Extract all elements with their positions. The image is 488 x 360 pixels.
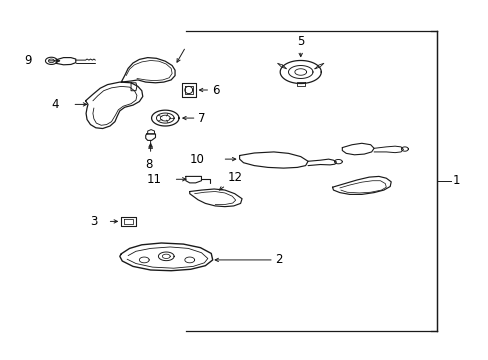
Text: 7: 7	[198, 112, 205, 125]
Text: 3: 3	[90, 215, 98, 228]
Text: 2: 2	[275, 253, 282, 266]
Text: 5: 5	[296, 35, 304, 48]
Text: 9: 9	[24, 54, 32, 67]
Text: 11: 11	[146, 173, 161, 186]
Text: 12: 12	[227, 171, 242, 184]
Text: 1: 1	[452, 174, 459, 188]
Text: 6: 6	[211, 84, 219, 96]
Text: 4: 4	[51, 98, 59, 111]
Text: 8: 8	[145, 158, 153, 171]
Text: 10: 10	[189, 153, 204, 166]
